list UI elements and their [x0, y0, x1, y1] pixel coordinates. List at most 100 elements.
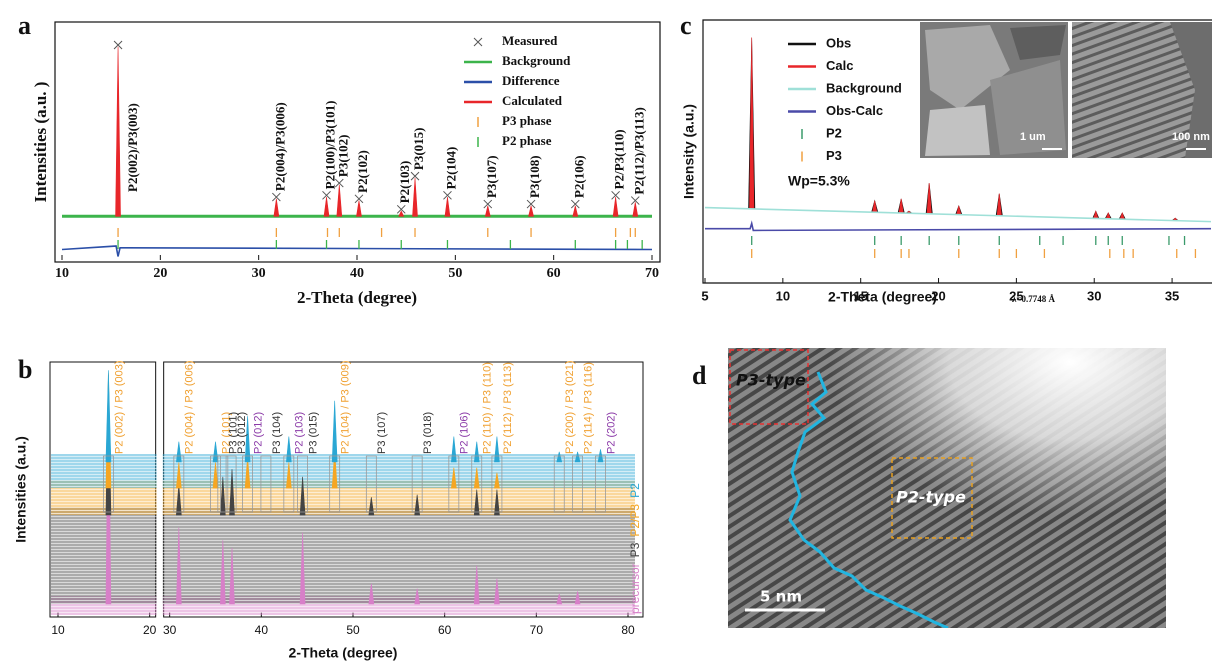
x-tick-label: 30 — [1087, 288, 1101, 303]
tem-image — [728, 348, 1166, 628]
peak — [494, 436, 500, 463]
peak-label: P3 (015) — [307, 412, 319, 454]
sem-inset: 1 um 100 nm — [920, 22, 1212, 158]
peak — [572, 205, 579, 217]
marker — [410, 171, 420, 181]
legend-label: P2/P3 — [628, 504, 642, 537]
peak — [450, 467, 457, 489]
peak-label: P2 (110) / P3 (110) — [482, 362, 494, 454]
peak-box — [491, 455, 503, 513]
legend-label: Obs — [826, 35, 851, 50]
peak — [176, 462, 182, 489]
y-axis-label: Intensity (a.u.) — [681, 104, 697, 199]
peak — [220, 540, 226, 605]
legend-label: P3 — [628, 542, 642, 557]
x-tick-label: 5 — [701, 288, 708, 303]
legend-label: Measured — [502, 33, 558, 48]
peak — [176, 484, 182, 516]
legend-label: Obs-Calc — [826, 103, 883, 118]
peak-box — [260, 455, 272, 513]
peak-label: P3(108) — [527, 155, 542, 198]
peak-box — [283, 455, 295, 513]
x-tick-label: 60 — [438, 623, 452, 637]
peak-box — [411, 455, 423, 513]
peak-box — [329, 455, 341, 513]
peak-box — [210, 455, 221, 513]
legend-label: Calculated — [502, 93, 563, 108]
peak — [229, 547, 235, 605]
peak — [574, 591, 581, 605]
peak — [336, 184, 343, 217]
peak-label: P2 (002) / P3 (003) — [113, 360, 125, 454]
peak — [212, 462, 219, 489]
peak — [331, 449, 338, 489]
peak-label: P2 (114) / P3 (116) — [582, 362, 594, 454]
x-tick-label: 10 — [776, 288, 790, 303]
panel-letter: d — [692, 361, 707, 390]
marker — [483, 199, 493, 209]
marker — [322, 190, 331, 200]
legend-label: P2 — [628, 483, 642, 498]
x-tick-label: 80 — [621, 623, 635, 637]
peak-label: P2 (200) / P3 (021) — [564, 360, 576, 454]
plot-frame — [54, 21, 661, 263]
peak — [286, 436, 292, 463]
series-line — [704, 206, 1212, 223]
marker — [630, 196, 640, 205]
peak-label: P2(004)/P3(006) — [272, 102, 287, 191]
peak-label: P2(100)/P3(101) — [323, 101, 338, 190]
x-tick-label: 25 — [1009, 288, 1023, 303]
x-tick-label: 30 — [252, 266, 266, 281]
peak — [286, 462, 292, 489]
pattern-band — [51, 454, 635, 488]
x-tick-label: 70 — [530, 623, 544, 637]
peak — [212, 441, 219, 463]
panel-letter: c — [680, 11, 692, 40]
peak-box — [595, 455, 606, 513]
legend-label: precursor — [628, 563, 642, 614]
peak — [244, 416, 251, 463]
peak-label: P2 (004) / P3 (006) — [184, 360, 196, 454]
peak — [176, 527, 182, 605]
peak — [612, 197, 619, 217]
peak-label: P2 (101) — [220, 412, 232, 454]
x-tick-label: 15 — [853, 288, 867, 303]
plot-frame — [702, 19, 1212, 284]
peak-label: P3 (018) — [422, 412, 434, 454]
peak — [323, 197, 330, 217]
peak-label: P2(102) — [355, 150, 370, 193]
peak — [115, 46, 121, 217]
legend-label: P3 — [826, 148, 842, 163]
legend-label: Background — [826, 80, 902, 95]
peak — [494, 472, 500, 489]
peak — [414, 588, 421, 605]
region-label: P2-type — [896, 488, 966, 507]
x-tick-label: 40 — [350, 266, 364, 281]
legend-label: Difference — [502, 73, 560, 88]
peak — [105, 370, 112, 463]
x-tick-label: 50 — [448, 266, 462, 281]
panel-letter: b — [18, 355, 32, 384]
x-tick-label: 20 — [153, 266, 167, 281]
peak-box — [242, 455, 253, 513]
peak — [220, 476, 226, 516]
scale-label: 100 nm — [1172, 131, 1210, 143]
x-tick-label: 20 — [931, 288, 945, 303]
peak-label: P3 (107) — [376, 412, 388, 454]
marker — [334, 178, 344, 188]
peak-box — [448, 455, 460, 513]
peak-label: P3 (101) — [228, 412, 240, 454]
peak — [632, 202, 639, 217]
legend-label: P3 phase — [502, 113, 552, 128]
series-line — [61, 245, 653, 257]
peak-label: P2 (202) — [605, 412, 617, 454]
peak-label: P3(102) — [335, 134, 350, 177]
pattern-band — [51, 507, 635, 604]
peak — [444, 197, 451, 217]
series-line — [705, 220, 1212, 232]
peak — [244, 457, 251, 489]
marker — [611, 190, 620, 200]
peak-label: P2 (012) — [252, 412, 264, 454]
legend-label: P2 — [826, 125, 842, 140]
